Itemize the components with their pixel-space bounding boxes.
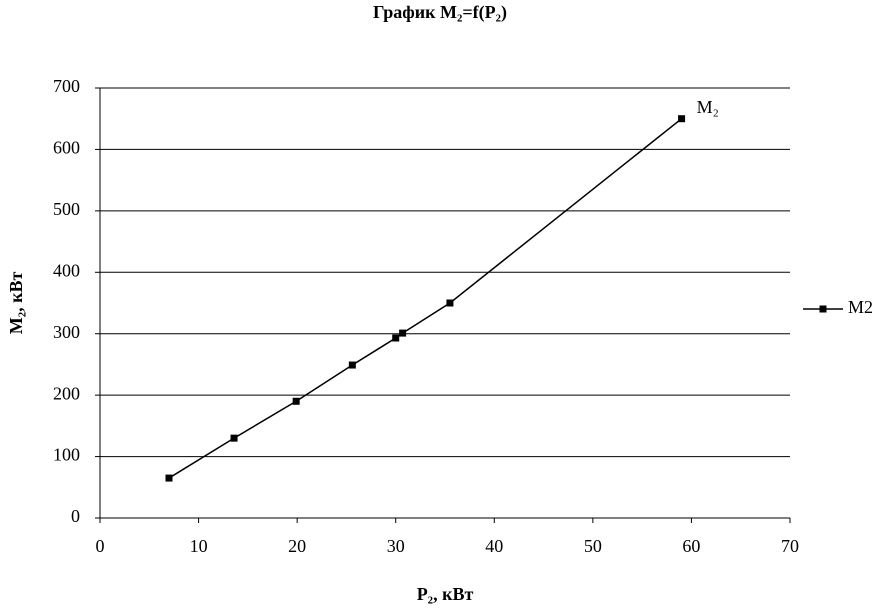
point (165, 474, 173, 482)
annotation: M₂ (697, 97, 719, 117)
series-line (168, 118, 683, 479)
legend-label: M2 (848, 297, 873, 317)
y-tick-label: 100 (53, 445, 80, 465)
point (230, 434, 238, 442)
y-tick-label: 0 (71, 506, 80, 526)
x-tick-label: 10 (190, 536, 208, 556)
point (348, 361, 356, 369)
y-tick-label: 600 (53, 138, 80, 158)
point (446, 299, 454, 307)
x-axis-label: P₂, кВт (417, 584, 474, 604)
y-tick-label: 300 (53, 322, 80, 342)
x-tick-label: 30 (387, 536, 405, 556)
chart-title: График M₂=f(P₂) (373, 2, 507, 23)
point (292, 397, 300, 405)
y-tick-label: 700 (53, 76, 80, 96)
x-tick-label: 0 (96, 536, 105, 556)
x-tick-label: 20 (288, 536, 306, 556)
point (678, 115, 686, 123)
y-tick-label: 200 (53, 383, 80, 403)
x-tick-label: 60 (682, 536, 700, 556)
point (392, 334, 400, 342)
x-tick-label: 50 (584, 536, 602, 556)
y-tick-label: 500 (53, 199, 80, 219)
x-tick-label: 40 (485, 536, 503, 556)
point (399, 329, 407, 337)
x-tick-label: 70 (781, 536, 799, 556)
y-tick-label: 400 (53, 260, 80, 280)
y-axis-label: M₂, кВт (6, 272, 26, 335)
legend-marker (819, 305, 827, 313)
